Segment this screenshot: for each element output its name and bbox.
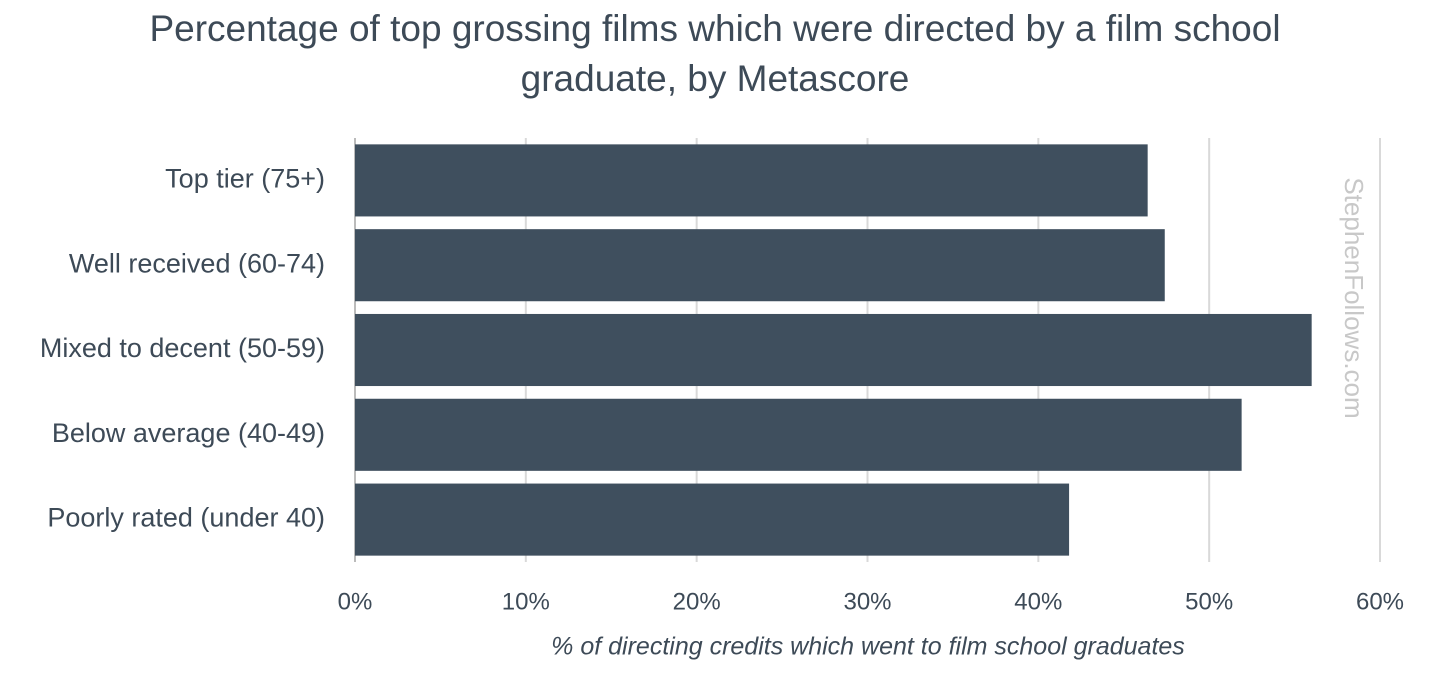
- bar: [355, 313, 1312, 387]
- x-tick-label: 10%: [502, 588, 550, 615]
- y-tick-label: Top tier (75+): [165, 164, 325, 194]
- bar: [355, 144, 1148, 217]
- bar: [355, 229, 1165, 302]
- x-tick-label: 0%: [338, 588, 373, 615]
- x-tick-label: 30%: [843, 588, 891, 615]
- y-tick-label: Mixed to decent (50-59): [40, 333, 325, 363]
- watermark: StephenFollows.com: [1339, 177, 1369, 418]
- y-tick-label: Below average (40-49): [52, 418, 325, 448]
- x-tick-label: 20%: [673, 588, 721, 615]
- x-tick-label: 40%: [1014, 588, 1062, 615]
- x-tick-label: 50%: [1185, 588, 1233, 615]
- bar: [355, 398, 1242, 471]
- x-tick-label: 60%: [1356, 588, 1404, 615]
- y-tick-label: Well received (60-74): [69, 248, 325, 278]
- y-tick-label: Poorly rated (under 40): [47, 503, 325, 533]
- bar: [355, 483, 1070, 556]
- chart-title: Percentage of top grossing films which w…: [149, 8, 1281, 99]
- x-axis-label: % of directing credits which went to fil…: [551, 633, 1185, 661]
